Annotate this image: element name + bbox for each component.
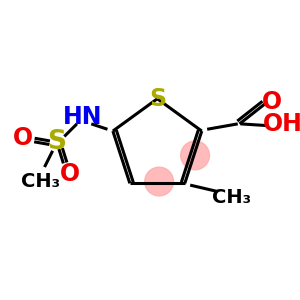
Text: S: S [48, 129, 67, 155]
Text: CH₃: CH₃ [212, 188, 251, 207]
Text: O: O [60, 162, 80, 186]
Text: S: S [149, 87, 166, 111]
Circle shape [181, 141, 209, 170]
Text: OH: OH [263, 112, 300, 136]
Text: O: O [262, 90, 282, 114]
Text: O: O [13, 126, 33, 150]
Text: CH₃: CH₃ [21, 172, 60, 191]
Text: HN: HN [62, 105, 102, 129]
Circle shape [145, 167, 173, 196]
